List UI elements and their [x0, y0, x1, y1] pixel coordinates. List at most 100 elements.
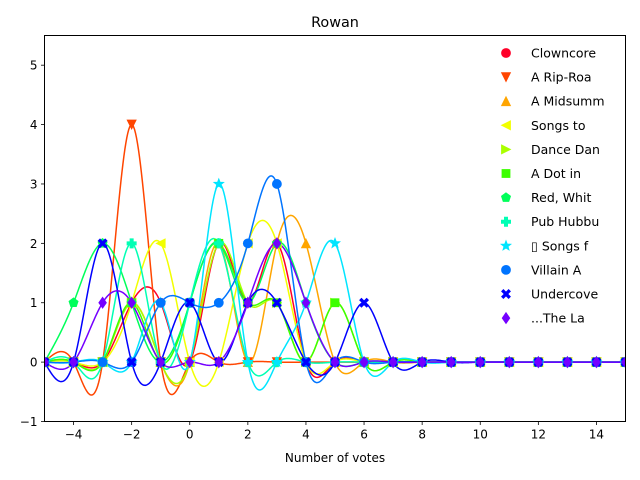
data-point	[328, 237, 342, 249]
data-point	[185, 355, 195, 369]
legend-item: Dance Dan	[501, 142, 600, 157]
data-point	[563, 355, 572, 369]
data-point	[127, 296, 136, 309]
legend-item: A Midsumm	[500, 94, 605, 109]
y-tick-label: 5	[30, 59, 38, 73]
data-point	[212, 177, 225, 190]
data-point	[213, 238, 224, 249]
legend-item: A Rip-Roa	[500, 70, 592, 85]
data-point	[271, 297, 282, 308]
legend-item: A Dot in	[501, 166, 581, 181]
y-tick-label: −1	[20, 415, 38, 429]
data-point	[126, 357, 137, 368]
data-point	[270, 355, 283, 368]
legend-marker	[501, 169, 511, 178]
legend-marker	[500, 95, 512, 107]
x-tick-label: 12	[531, 428, 546, 442]
legend-label: Red, Whit	[531, 190, 591, 205]
legend-item: ▯ Songs f	[499, 238, 589, 253]
x-tick-label: 10	[473, 428, 488, 442]
data-point	[242, 238, 253, 249]
data-point	[359, 297, 370, 308]
x-axis: −4 −2 0 2 4 6 8 10 12 14	[65, 421, 604, 442]
data-point	[505, 355, 514, 369]
legend-label: A Rip-Roa	[531, 70, 592, 85]
data-point	[300, 237, 312, 249]
data-point	[621, 355, 626, 369]
series-markers-11	[44, 237, 626, 369]
x-axis-label: Number of votes	[285, 451, 385, 465]
y-tick-label: 3	[30, 177, 38, 191]
legend-label: Songs to	[531, 118, 585, 133]
data-point	[330, 298, 340, 308]
legend-item: Songs to	[500, 118, 585, 133]
data-point	[301, 296, 311, 309]
data-point	[475, 355, 485, 369]
legend-label: A Dot in	[531, 166, 581, 181]
plot-frame	[44, 35, 626, 422]
data-point	[155, 238, 166, 249]
data-point	[300, 357, 311, 368]
x-tick-label: 6	[360, 428, 368, 442]
x-tick-label: 0	[186, 428, 194, 442]
marker-layer	[44, 119, 626, 369]
y-tick-label: 2	[30, 237, 38, 251]
y-axis: −1 0 1 2 3 4 5	[20, 59, 45, 429]
legend-marker	[500, 216, 512, 227]
legend-marker	[501, 289, 511, 299]
data-point	[155, 297, 166, 308]
x-tick-label: 14	[589, 428, 604, 442]
legend-marker	[500, 192, 512, 202]
x-tick-label: 4	[302, 428, 310, 442]
data-point	[126, 119, 137, 130]
data-point	[214, 355, 224, 369]
legend-marker	[501, 311, 511, 325]
data-point	[68, 297, 79, 308]
x-tick-label: −2	[123, 428, 141, 442]
data-point	[184, 297, 195, 308]
y-tick-label: 1	[30, 296, 38, 310]
legend-marker	[500, 72, 512, 83]
legend-label: ...The La	[531, 311, 585, 326]
legend-marker	[501, 144, 512, 155]
legend-label: Pub Hubbu	[531, 214, 599, 229]
data-point	[446, 355, 456, 369]
data-point	[243, 296, 253, 309]
data-point	[592, 355, 601, 369]
data-point	[97, 357, 108, 368]
legend-label: Clowncore	[531, 46, 596, 61]
x-tick-label: 8	[418, 428, 426, 442]
legend-label: A Midsumm	[531, 94, 605, 109]
y-tick-label: 0	[30, 356, 38, 370]
data-point	[330, 355, 340, 369]
data-point	[156, 355, 165, 369]
data-point	[44, 355, 49, 369]
legend-item: Clowncore	[501, 46, 596, 61]
data-point	[388, 355, 398, 369]
x-tick-label: 2	[244, 428, 252, 442]
data-point	[534, 355, 543, 369]
legend-item: Undercove	[501, 287, 598, 302]
data-point	[271, 179, 282, 189]
legend-label: Undercove	[531, 287, 598, 302]
x-tick-label: −4	[65, 428, 83, 442]
data-point	[417, 355, 427, 369]
data-point	[69, 355, 78, 369]
data-point	[98, 296, 107, 309]
data-point	[213, 297, 224, 308]
data-point	[272, 237, 282, 250]
legend-marker	[501, 48, 511, 58]
data-point	[97, 238, 108, 249]
data-point	[241, 355, 254, 368]
legend-item: Pub Hubbu	[500, 214, 599, 229]
legend-marker	[501, 264, 511, 275]
legend-label: Dance Dan	[531, 142, 600, 157]
legend-marker	[499, 239, 513, 251]
data-point	[359, 355, 369, 369]
legend-marker	[500, 120, 511, 131]
legend-item: Villain A	[501, 262, 582, 277]
chart-title: Rowan	[311, 15, 359, 31]
legend-item: Red, Whit	[500, 190, 591, 205]
y-tick-label: 4	[30, 118, 38, 132]
